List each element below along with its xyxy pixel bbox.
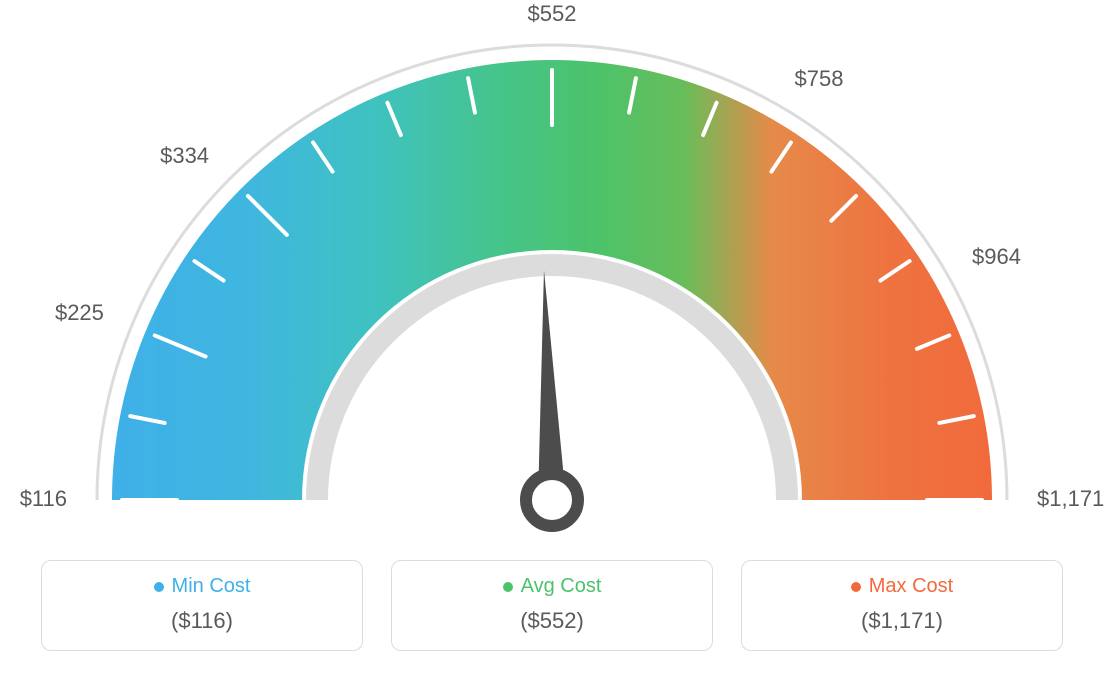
legend-title-avg: Avg Cost bbox=[503, 575, 602, 598]
dot-icon bbox=[154, 582, 164, 592]
gauge-tick-label: $552 bbox=[517, 1, 587, 27]
dot-icon bbox=[851, 582, 861, 592]
legend-row: Min Cost ($116) Avg Cost ($552) Max Cost… bbox=[0, 560, 1104, 671]
legend-avg-value: ($552) bbox=[402, 608, 702, 634]
cost-gauge-chart: $116 $225 $334 $552 $758 $964 $1,171 bbox=[0, 0, 1104, 560]
dot-icon bbox=[503, 582, 513, 592]
gauge-tick-label: $758 bbox=[795, 66, 844, 92]
gauge-needle bbox=[526, 270, 578, 526]
gauge-tick-label: $225 bbox=[34, 300, 104, 326]
legend-card-avg: Avg Cost ($552) bbox=[391, 560, 713, 651]
legend-max-value: ($1,171) bbox=[752, 608, 1052, 634]
gauge-tick-label: $334 bbox=[139, 143, 209, 169]
legend-title-min: Min Cost bbox=[154, 575, 251, 598]
gauge-tick-label: $964 bbox=[972, 244, 1021, 270]
gauge-svg bbox=[0, 0, 1104, 560]
legend-title-max: Max Cost bbox=[851, 575, 953, 598]
legend-max-label: Max Cost bbox=[869, 575, 953, 598]
gauge-tick-label: $116 bbox=[0, 486, 67, 512]
legend-card-max: Max Cost ($1,171) bbox=[741, 560, 1063, 651]
legend-card-min: Min Cost ($116) bbox=[41, 560, 363, 651]
gauge-tick-label: $1,171 bbox=[1037, 486, 1104, 512]
needle-hub bbox=[526, 474, 578, 526]
legend-min-value: ($116) bbox=[52, 608, 352, 634]
legend-avg-label: Avg Cost bbox=[521, 575, 602, 598]
legend-min-label: Min Cost bbox=[172, 575, 251, 598]
